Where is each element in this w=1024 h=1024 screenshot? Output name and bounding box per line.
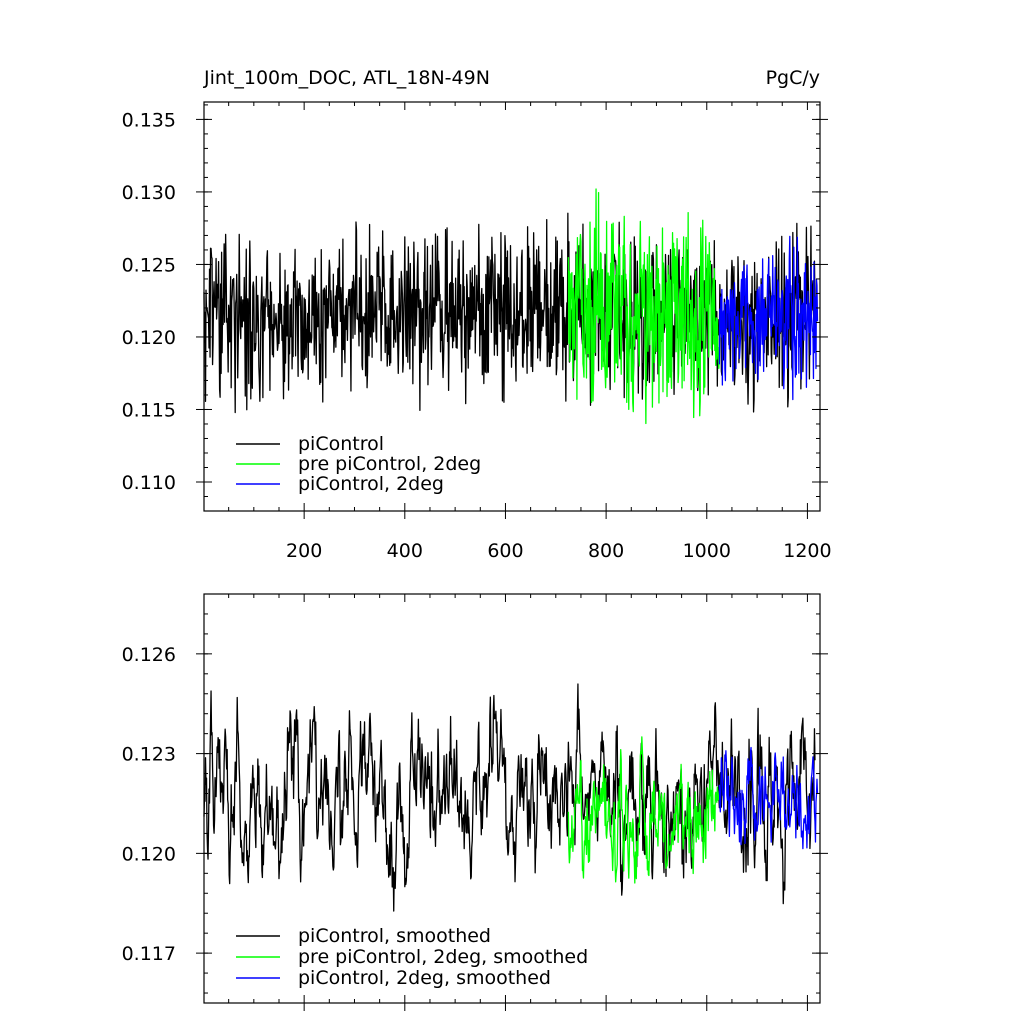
y-tick-label: 0.120 [122,327,176,349]
chart-unit-label: PgC/y [766,67,820,89]
tick-layer: 0.117 0.120 0.123 0.126 [122,593,828,1011]
legend-label: piControl [298,433,384,455]
y-tick-label: 0.110 [122,472,176,494]
y-tick-label: 0.123 [122,744,176,766]
series-line [718,746,819,850]
x-tick-label: 200 [286,540,322,562]
y-tick-label: 0.135 [122,109,176,131]
chart-title: Jint_100m_DOC, ATL_18N-49N [203,67,490,89]
x-tick-label: 400 [387,540,423,562]
y-tick-label: 0.117 [122,943,176,965]
series-layer [203,683,819,912]
plot-frame [203,101,821,512]
y-tick-label: 0.130 [122,182,176,204]
plot-frame [203,593,821,1004]
x-tick-label: 800 [588,540,624,562]
series-layer [203,188,819,425]
legend-label: piControl, smoothed [298,925,491,947]
legend-label: piControl, 2deg [298,473,444,495]
series-line [567,736,720,884]
legend-label: piControl, 2deg, smoothed [298,967,551,989]
series-line [567,188,720,425]
series-line [718,235,819,401]
legend-label: pre piControl, 2deg [298,453,481,475]
tick-layer: 200 400 600 800 1000 1200 0.110 0.115 0.120 0.125… [122,102,832,562]
x-tick-label: 1200 [783,540,831,562]
x-tick-label: 1000 [683,540,731,562]
top-panel: Jint_100m_DOC, ATL_18N-49N PgC/y 200 400 6… [122,67,832,562]
y-tick-label: 0.115 [122,399,176,421]
legend-label: pre piControl, 2deg, smoothed [298,946,588,968]
series-line [203,683,816,912]
y-tick-label: 0.126 [122,644,176,666]
y-tick-label: 0.125 [122,254,176,276]
x-tick-label: 600 [487,540,523,562]
y-tick-label: 0.120 [122,843,176,865]
bottom-panel: 0.117 0.120 0.123 0.126 piControl, smoothed… [122,593,828,1011]
